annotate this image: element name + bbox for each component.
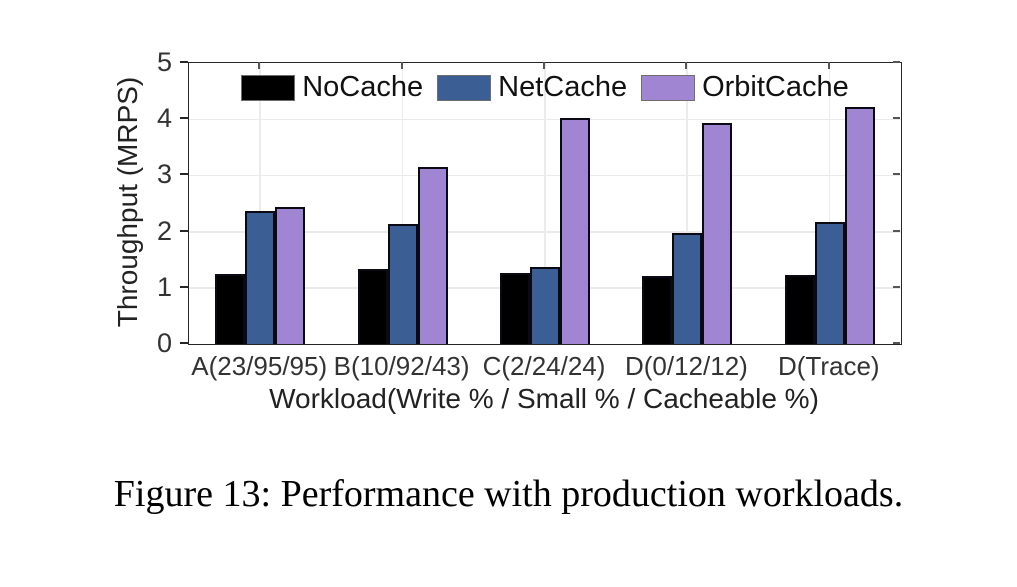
legend-item-orbitcache: OrbitCache xyxy=(641,71,849,104)
y-tick-mark xyxy=(180,117,188,120)
legend-label-netcache: NetCache xyxy=(498,71,628,103)
bar-orbitcache-4 xyxy=(702,123,733,344)
bar-nocache-4 xyxy=(642,276,673,344)
bar-orbitcache-5 xyxy=(844,106,875,344)
legend-label-nocache: NoCache xyxy=(302,71,424,103)
y-tick-mark-right xyxy=(893,285,900,288)
bar-nocache-2 xyxy=(357,268,388,344)
y-tick-mark xyxy=(180,285,188,288)
x-tick-mark-top xyxy=(827,62,830,69)
y-axis-title: Throughput (MRPS) xyxy=(112,76,143,328)
x-tick-label: A(23/95/95) xyxy=(191,351,328,381)
x-tick-label: D(Trace) xyxy=(778,351,880,381)
y-tick-label: 1 xyxy=(156,271,172,302)
v-gridline xyxy=(544,63,546,344)
bar-orbitcache-2 xyxy=(417,166,448,344)
x-tick-label: B(10/92/43) xyxy=(333,351,470,381)
bar-netcache-2 xyxy=(387,224,418,344)
legend-item-nocache: NoCache xyxy=(241,71,423,104)
x-tick-mark-top xyxy=(685,62,688,69)
y-tick-label: 4 xyxy=(156,103,172,134)
y-tick-label: 0 xyxy=(156,328,172,358)
legend-swatch-nocache xyxy=(241,74,296,101)
y-tick-mark-right xyxy=(893,173,900,176)
bar-netcache-4 xyxy=(672,233,703,344)
y-tick-mark-right xyxy=(893,61,900,63)
v-gridline xyxy=(401,63,404,344)
bar-nocache-1 xyxy=(215,273,246,344)
y-tick-label: 3 xyxy=(156,159,172,190)
x-tick-mark-top xyxy=(543,62,545,69)
bar-chart: Throughput (MRPS) NoCache NetCache Orbit… xyxy=(112,47,902,414)
chart-legend: NoCache NetCache OrbitCache xyxy=(189,71,901,104)
bar-orbitcache-1 xyxy=(275,206,306,344)
y-tick-mark xyxy=(180,173,188,176)
bar-nocache-5 xyxy=(784,275,815,344)
x-tick-label: D(0/12/12) xyxy=(624,351,748,381)
y-tick-label: 5 xyxy=(156,47,172,77)
plot-area: NoCache NetCache OrbitCache xyxy=(188,62,902,345)
bar-orbitcache-3 xyxy=(560,117,590,344)
figure-caption: Figure 13: Performance with production w… xyxy=(113,473,904,515)
bar-netcache-5 xyxy=(814,222,845,344)
bar-netcache-3 xyxy=(530,267,560,344)
y-tick-label: 2 xyxy=(156,215,172,246)
y-tick-mark xyxy=(180,61,188,63)
x-tick-label: C(2/24/24) xyxy=(482,351,606,381)
x-axis-title: Workload(Write % / Small % / Cacheable %… xyxy=(269,383,819,414)
bar-netcache-1 xyxy=(245,210,276,344)
legend-label-orbitcache: OrbitCache xyxy=(702,71,849,103)
legend-swatch-netcache xyxy=(437,74,492,101)
bar-nocache-3 xyxy=(500,272,530,344)
x-tick-mark-top xyxy=(400,62,403,69)
v-gridline xyxy=(828,63,831,344)
v-gridline xyxy=(259,63,261,344)
y-tick-mark xyxy=(180,342,188,344)
y-tick-mark-right xyxy=(893,117,900,120)
x-tick-mark-top xyxy=(258,62,261,69)
v-gridline xyxy=(686,63,688,344)
y-tick-mark-right xyxy=(893,229,900,232)
legend-item-netcache: NetCache xyxy=(437,71,627,104)
y-tick-mark-right xyxy=(893,342,900,344)
legend-swatch-orbitcache xyxy=(641,74,696,101)
y-tick-mark xyxy=(180,229,188,232)
